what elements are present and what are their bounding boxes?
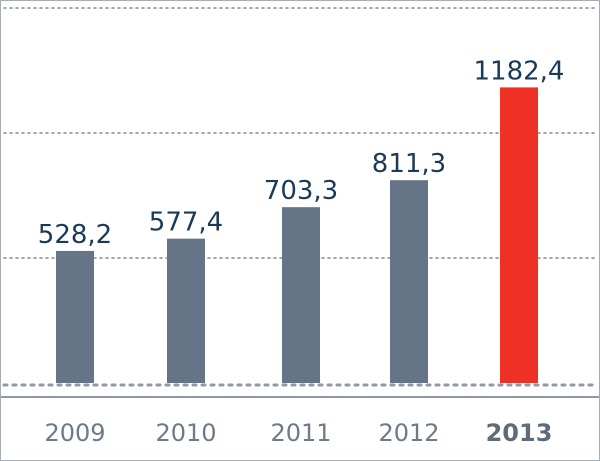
value-labels: 528,2 577,4 703,3 811,3 1182,4: [38, 56, 565, 250]
bar-2012: [390, 180, 428, 383]
tick-label-2011: 2011: [270, 419, 331, 447]
value-label-2012: 811,3: [372, 149, 446, 179]
tick-label-2010: 2010: [155, 419, 216, 447]
bar-2011: [282, 207, 320, 383]
value-label-2013: 1182,4: [474, 56, 565, 86]
tick-label-2012: 2012: [378, 419, 439, 447]
bar-2010: [167, 238, 205, 383]
tick-label-2009: 2009: [44, 419, 105, 447]
value-label-2011: 703,3: [264, 176, 338, 206]
value-label-2010: 577,4: [149, 208, 223, 238]
bars: [56, 87, 538, 384]
value-label-2009: 528,2: [38, 220, 112, 250]
tick-label-2013: 2013: [486, 419, 553, 447]
bar-2009: [56, 250, 94, 383]
x-axis: 2009 2010 2011 2012 2013: [0, 383, 600, 447]
bar-2013: [500, 87, 538, 384]
